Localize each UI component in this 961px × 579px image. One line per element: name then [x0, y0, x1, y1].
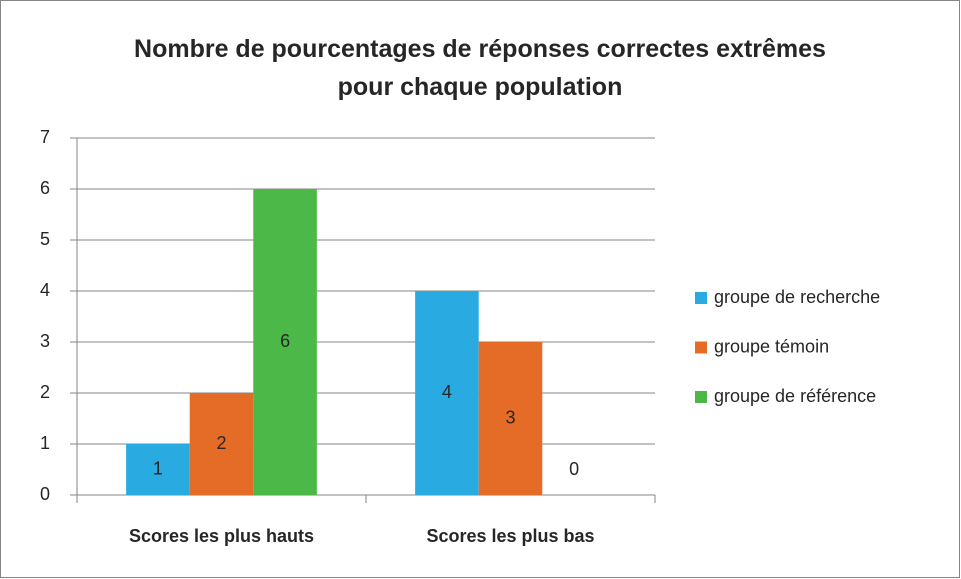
legend-label: groupe témoin: [714, 336, 829, 356]
bar: [126, 444, 190, 495]
data-label: 0: [569, 459, 579, 479]
data-label: 6: [280, 331, 290, 351]
legend-swatch: [695, 391, 707, 403]
x-tick-label: Scores les plus hauts: [129, 526, 314, 546]
bar: [415, 291, 479, 495]
y-tick-label: 1: [40, 433, 50, 453]
y-tick-label: 3: [40, 331, 50, 351]
y-tick-label: 7: [40, 127, 50, 147]
y-tick-label: 4: [40, 280, 50, 300]
y-tick-label: 5: [40, 229, 50, 249]
bar: [478, 342, 543, 495]
data-label: 1: [153, 458, 163, 478]
y-tick-label: 0: [40, 484, 50, 504]
legend-swatch: [695, 292, 707, 304]
y-tick-label: 2: [40, 382, 50, 402]
data-label: 4: [442, 382, 452, 402]
chart-title: Nombre de pourcentages de réponses corre…: [134, 35, 826, 101]
bar: [189, 393, 254, 495]
legend-label: groupe de référence: [714, 386, 876, 406]
y-tick-label: 6: [40, 178, 50, 198]
data-label: 3: [505, 407, 515, 427]
x-tick-label: Scores les plus bas: [426, 526, 594, 546]
data-label: 2: [216, 433, 226, 453]
bar: [253, 189, 317, 495]
legend-label: groupe de recherche: [714, 287, 880, 307]
legend-swatch: [695, 341, 707, 354]
